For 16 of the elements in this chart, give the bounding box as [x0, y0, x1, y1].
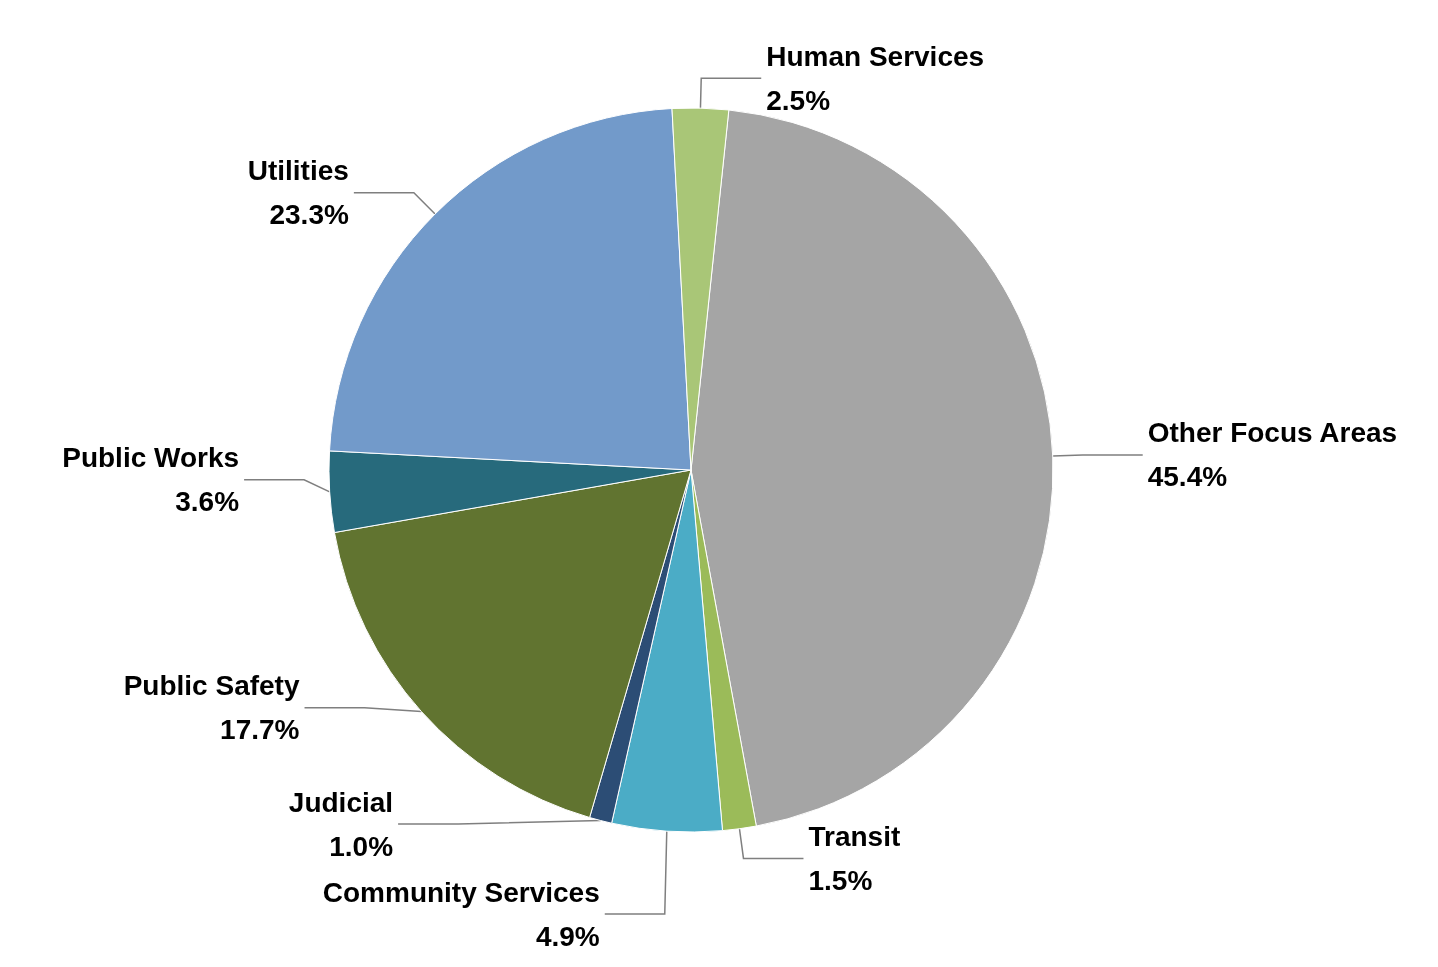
- slice-label: Judicial: [288, 786, 394, 818]
- data-label: 23.3%: [269, 199, 349, 231]
- slice-label: Utilities: [247, 155, 349, 187]
- slice-label: Transit: [808, 820, 901, 852]
- data-label: 2.5%: [766, 84, 831, 116]
- slice-label: Public Safety: [123, 670, 300, 702]
- data-label: 1.0%: [329, 830, 394, 862]
- data-label: 4.9%: [535, 920, 600, 952]
- data-label: 3.6%: [175, 486, 240, 518]
- slice-label: Other Focus Areas: [1147, 417, 1398, 449]
- data-label: 1.5%: [808, 864, 873, 896]
- slice-label: Public Works: [62, 442, 240, 474]
- data-label: 45.4%: [1147, 461, 1228, 493]
- data-label: 17.7%: [220, 714, 300, 746]
- slice-label: Human Services: [766, 40, 985, 72]
- slice-label: Community Services: [322, 876, 600, 908]
